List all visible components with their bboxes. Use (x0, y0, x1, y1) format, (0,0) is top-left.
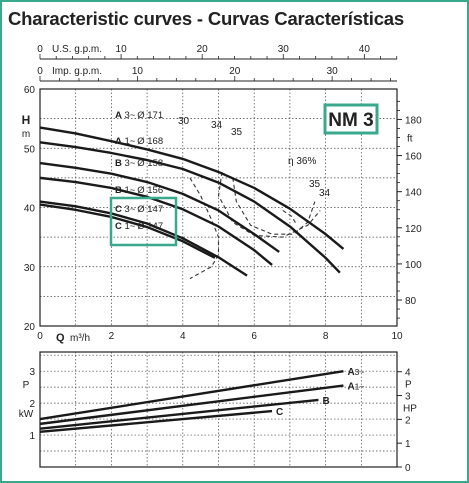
us-gpm-tick-label: 20 (197, 44, 209, 55)
power-label-a1: A1~ (347, 382, 364, 393)
imp-gpm-tick-label: 10 (132, 66, 144, 77)
head-curve-label: A 1~ Ø 168 (115, 136, 163, 147)
power-hp-tick-label: 1 (405, 439, 411, 450)
head-y-tick-label: 40 (24, 204, 36, 215)
us-gpm-tick-label: 0 (37, 44, 43, 55)
head-x-tick-label: 0 (37, 331, 43, 342)
head-curve-B1 (39, 176, 273, 266)
power-hp-tick-label: 2 (405, 415, 411, 426)
power-plot-border (39, 351, 398, 468)
efficiency-label: 35 (309, 179, 321, 190)
power-curve-A1 (39, 384, 344, 426)
head-x-tick-label: 8 (323, 331, 329, 342)
head-y-axis-unit: m (22, 129, 30, 140)
us-gpm-tick-label: 40 (359, 44, 371, 55)
head-curve-label: C 3~ Ø 147 (115, 204, 163, 215)
efficiency-label: 34 (211, 120, 223, 131)
head-y-tick-label: 60 (24, 85, 36, 96)
head-ft-tick-label: 180 (405, 115, 422, 126)
head-x-tick-label: 4 (180, 331, 186, 342)
head-x-tick-label: 2 (109, 331, 115, 342)
efficiency-curve (232, 177, 316, 235)
head-x-tick-label: 6 (251, 331, 257, 342)
efficiency-label: 34 (319, 188, 331, 199)
head-x-tick-label: 10 (391, 331, 403, 342)
head-curve-label: A 3~ Ø 171 (115, 110, 163, 121)
power-y-axis-unit: kW (19, 409, 34, 420)
head-ft-tick-label: 160 (405, 152, 422, 163)
us-gpm-axis-label: U.S. g.p.m. (52, 44, 102, 55)
power-kw-tick-label: 3 (29, 367, 35, 378)
highlight-box-c-curves (109, 196, 178, 247)
head-curve-A3 (39, 126, 345, 250)
power-label-b: B (322, 396, 329, 407)
imp-gpm-tick-label: 20 (229, 66, 241, 77)
head-ft-tick-label: 100 (405, 260, 422, 271)
head-curve-label: B 1~ Ø 156 (115, 185, 163, 196)
head-ft-tick-label: 140 (405, 188, 422, 199)
power-y-axis-label: P (23, 380, 30, 391)
head-curve-label: C 1~ Ø 147 (115, 221, 163, 232)
head-y-tick-label: 20 (24, 322, 36, 333)
power-curve-C (39, 409, 273, 434)
head-x-axis-label: Q (56, 332, 65, 344)
model-badge-box (323, 103, 379, 135)
head-plot-border (39, 88, 398, 327)
model-badge-text: NM 3 (328, 110, 373, 131)
power-label-c: C (276, 407, 283, 418)
head-y-axis-label: H (22, 113, 31, 127)
head-ft-tick-label: 120 (405, 224, 422, 235)
power-kw-tick-label: 1 (29, 431, 35, 442)
power-label-a3: A3~ (347, 367, 364, 378)
us-gpm-tick-label: 30 (278, 44, 290, 55)
head-ft-unit: ft (407, 133, 413, 144)
head-x-axis-unit: m³/h (70, 333, 90, 344)
power-curve-B (39, 398, 319, 430)
power-kw-tick-label: 2 (29, 399, 35, 410)
efficiency-label: 35 (231, 127, 243, 138)
imp-gpm-axis-label: Imp. g.p.m. (52, 66, 102, 77)
page-title: Characteristic curves - Curvas Caracterí… (8, 8, 404, 29)
head-curve-A1 (39, 141, 341, 274)
efficiency-curve (189, 177, 220, 280)
efficiency-curve (282, 210, 298, 226)
efficiency-label: η 36% (288, 156, 316, 167)
power-hp-axis-unit: HP (403, 403, 417, 414)
power-hp-tick-label: 4 (405, 368, 411, 379)
imp-gpm-tick-label: 30 (327, 66, 339, 77)
head-curve-C3 (39, 200, 248, 277)
head-y-tick-label: 30 (24, 263, 36, 274)
head-ft-tick-label: 80 (405, 296, 417, 307)
imp-gpm-tick-label: 0 (37, 66, 43, 77)
power-hp-tick-label: 0 (405, 463, 411, 474)
head-y-tick-label: 50 (24, 144, 36, 155)
head-curve-C1 (39, 203, 216, 259)
head-curve-B3 (39, 161, 280, 253)
power-hp-axis-label: P (405, 380, 412, 391)
power-curve-A3 (39, 369, 344, 421)
efficiency-label: 30 (178, 116, 190, 127)
power-hp-tick-label: 3 (405, 392, 411, 403)
us-gpm-tick-label: 10 (116, 44, 128, 55)
head-curve-label: B 3~ Ø 158 (115, 158, 163, 169)
